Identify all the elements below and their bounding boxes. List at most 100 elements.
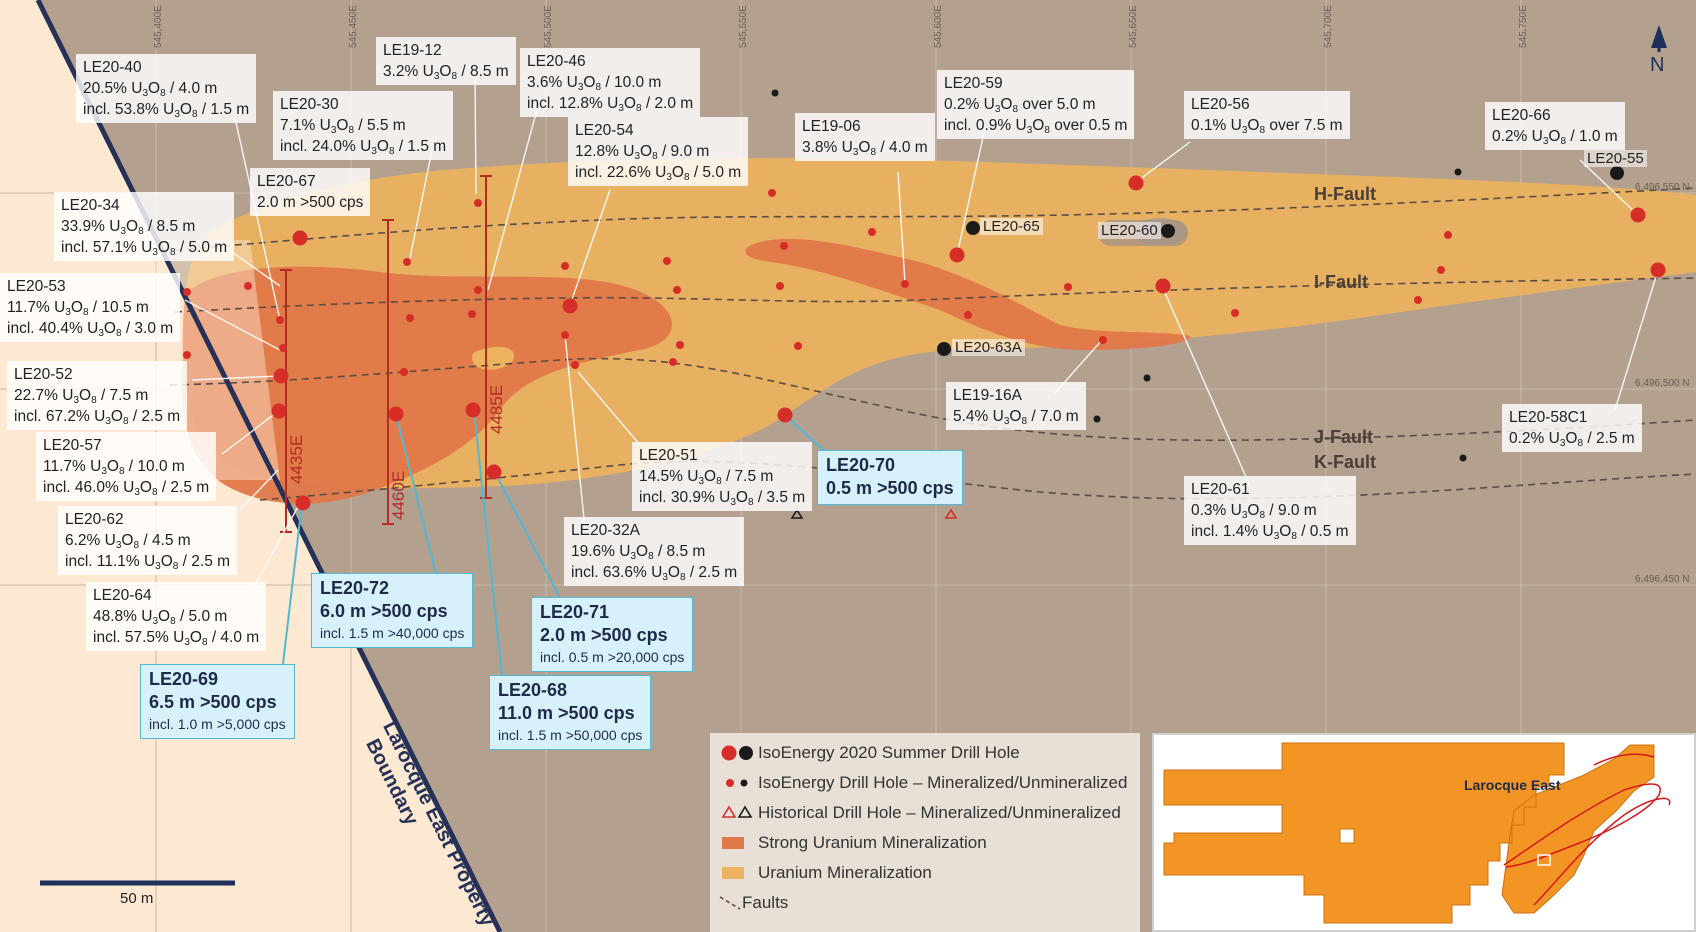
assay-value: 0.2% U3O8 over 5.0 m	[944, 96, 1096, 115]
easting-label: 545,450E	[348, 5, 359, 48]
fault-lines	[169, 187, 1696, 501]
fault-label-h: H-Fault	[1314, 184, 1376, 204]
easting-label: 545,400E	[153, 5, 164, 48]
assay-label-le19-12: LE19-12 3.2% U3O8 / 8.5 m	[376, 37, 516, 85]
hole-id: LE20-70	[826, 455, 896, 475]
cps-detail: incl. 1.0 m >5,000 cps	[149, 716, 286, 732]
hole-id: LE20-57	[43, 437, 102, 454]
assay-label-le20-32a: LE20-32A 19.6% U3O8 / 8.5 m incl. 63.6% U3…	[564, 517, 745, 586]
uranium-mineralization-zone	[183, 158, 1696, 489]
section-label-4435e: 4435E	[287, 434, 306, 484]
legend-item: IsoEnergy 2020 Summer Drill Hole	[716, 739, 1020, 767]
hole-id: LE20-51	[639, 447, 698, 464]
assay-value: 12.8% U3O8 / 9.0 m	[575, 143, 710, 162]
cps-value: 2.0 m >500 cps	[540, 625, 668, 645]
assay-value: 22.7% U3O8 / 7.5 m	[14, 387, 149, 406]
assay-label-le20-30: LE20-30 7.1% U3O8 / 5.5 m incl. 24.0% U3O8…	[273, 91, 454, 160]
map-legend: IsoEnergy 2020 Summer Drill Hole IsoEner…	[710, 733, 1140, 932]
assay-label-le20-57: LE20-57 11.7% U3O8 / 10.0 m incl. 46.0% U3…	[36, 432, 217, 501]
cps-value: 6.5 m >500 cps	[149, 692, 277, 712]
hole-label-le20-63a: LE20-63A	[952, 339, 1025, 356]
assay-value: 0.3% U3O8 / 9.0 m	[1191, 502, 1317, 521]
assay-label-le20-54: LE20-54 12.8% U3O8 / 9.0 m incl. 22.6% U3O…	[568, 117, 749, 186]
cps-detail: incl. 1.5 m >50,000 cps	[498, 727, 643, 743]
assay-value: incl. 24.0% U3O8 / 1.5 m	[280, 138, 447, 157]
cps-value: 0.5 m >500 cps	[826, 478, 954, 498]
cps-label-le20-72: LE20-72 6.0 m >500 cps incl. 1.5 m >40,000…	[311, 573, 474, 648]
assay-value: incl. 22.6% U3O8 / 5.0 m	[575, 164, 742, 183]
north-arrow-icon	[1651, 25, 1667, 52]
cps-value: 11.0 m >500 cps	[498, 703, 635, 723]
hole-id: LE20-52	[14, 366, 73, 383]
assay-value: incl. 1.4% U3O8 / 0.5 m	[1191, 523, 1349, 542]
strong-mineralization-zone	[181, 266, 673, 504]
historical-drill-holes	[790, 508, 958, 519]
assay-value: 5.4% U3O8 / 7.0 m	[953, 408, 1079, 427]
assay-value: incl. 57.5% U3O8 / 4.0 m	[93, 629, 260, 648]
unmineralized-drill-holes	[771, 89, 1467, 462]
cps-leader-lines	[282, 409, 829, 677]
hole-id: LE19-16A	[953, 387, 1022, 404]
assay-label-le20-64: LE20-64 48.8% U3O8 / 5.0 m incl. 57.5% U3O…	[86, 582, 267, 651]
assay-value: 11.7% U3O8 / 10.0 m	[43, 458, 185, 477]
summer-2020-unmineralized-holes	[937, 166, 1624, 356]
assay-value: incl. 67.2% U3O8 / 2.5 m	[14, 408, 181, 427]
strong-mineralization-band	[745, 238, 1190, 350]
assay-value: 11.7% U3O8 / 10.5 m	[7, 299, 149, 318]
assay-value: 33.9% U3O8 / 8.5 m	[61, 218, 196, 237]
assay-label-le20-62: LE20-62 6.2% U3O8 / 4.5 m incl. 11.1% U3O8…	[58, 506, 238, 575]
easting-label: 545,600E	[933, 5, 944, 48]
assay-label-le20-53: LE20-53 11.7% U3O8 / 10.5 m incl. 40.4% U3…	[0, 273, 181, 342]
easting-label: 545,750E	[1518, 5, 1529, 48]
assay-value: 14.5% U3O8 / 7.5 m	[639, 468, 774, 487]
assay-value: incl. 57.1% U3O8 / 5.0 m	[61, 239, 228, 258]
hole-id: LE20-58C1	[1509, 409, 1588, 426]
assay-value: 6.2% U3O8 / 4.5 m	[65, 532, 191, 551]
assay-value: incl. 53.8% U3O8 / 1.5 m	[83, 101, 250, 120]
assay-value: incl. 11.1% U3O8 / 2.5 m	[65, 553, 231, 572]
drill-hole-symbol-icon	[726, 779, 748, 787]
easting-label: 545,500E	[543, 5, 554, 48]
cps-label-le20-69: LE20-69 6.5 m >500 cps incl. 1.0 m >5,000 …	[140, 664, 295, 739]
hole-id: LE20-32A	[571, 522, 640, 539]
legend-item: Strong Uranium Mineralization	[716, 829, 987, 857]
assay-value: 0.2% U3O8 / 1.0 m	[1492, 128, 1618, 147]
assay-value: 2.0 m >500 cps	[257, 194, 364, 211]
hole-id: LE20-46	[527, 53, 586, 70]
northing-label: 6,496,550 N	[1635, 182, 1690, 193]
location-inset-map: Larocque East	[1152, 733, 1696, 932]
easting-label: 545,700E	[1323, 5, 1334, 48]
easting-label: 545,650E	[1128, 5, 1139, 48]
north-label: N	[1650, 54, 1665, 76]
legend-label: Faults	[742, 893, 789, 912]
cps-label-le20-71: LE20-71 2.0 m >500 cps incl. 0.5 m >20,000…	[531, 597, 694, 672]
cps-detail: incl. 1.5 m >40,000 cps	[320, 625, 465, 641]
fault-label-i: I-Fault	[1314, 272, 1368, 292]
assay-value: incl. 30.9% U3O8 / 3.5 m	[639, 489, 806, 508]
hole-id: LE20-72	[320, 578, 390, 598]
hole-label-le20-60: LE20-60	[1098, 222, 1161, 239]
section-lines	[280, 175, 492, 533]
mineralized-drill-holes	[183, 189, 1452, 376]
historical-hole-symbol-icon	[721, 805, 753, 818]
legend-label: IsoEnergy 2020 Summer Drill Hole	[758, 743, 1020, 762]
inset-hole	[1339, 828, 1355, 844]
mineralization-swatch-icon	[722, 867, 744, 879]
legend-label: Strong Uranium Mineralization	[758, 833, 987, 852]
legend-item: Historical Drill Hole – Mineralized/Unmi…	[716, 799, 1121, 827]
hole-id: LE19-06	[802, 118, 861, 135]
hole-id: LE19-12	[383, 42, 442, 59]
fault-label-j: J-Fault	[1314, 427, 1374, 447]
hole-id: LE20-30	[280, 96, 339, 113]
strong-mineralization-swatch-icon	[722, 837, 744, 849]
assay-label-le20-61: LE20-61 0.3% U3O8 / 9.0 m incl. 1.4% U3O8 …	[1184, 476, 1356, 545]
hole-label-le20-55: LE20-55	[1584, 150, 1647, 167]
cps-label-le20-68: LE20-68 11.0 m >500 cps incl. 1.5 m >50,00…	[489, 675, 652, 750]
hole-id: LE20-67	[257, 173, 316, 190]
assay-label-le20-56: LE20-56 0.1% U3O8 over 7.5 m	[1184, 91, 1350, 139]
property-boundary-line	[35, 0, 503, 932]
assay-label-le20-40: LE20-40 20.5% U3O8 / 4.0 m incl. 53.8% U3O…	[76, 54, 257, 123]
assay-value: 3.8% U3O8 / 4.0 m	[802, 139, 928, 158]
legend-label: Uranium Mineralization	[758, 863, 932, 882]
